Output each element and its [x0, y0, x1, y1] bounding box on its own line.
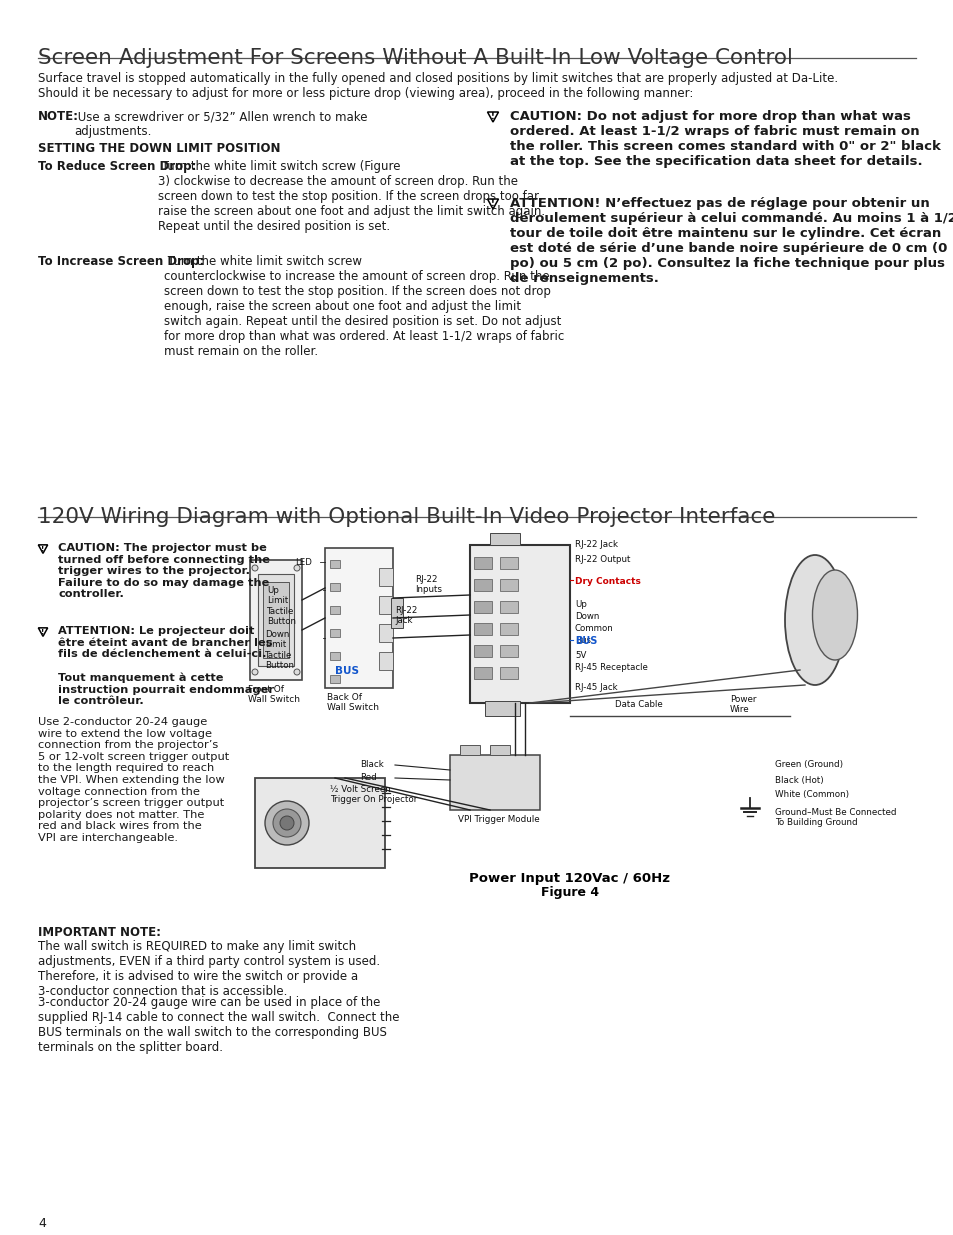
Text: Black (Hot): Black (Hot) — [774, 776, 822, 785]
Text: The wall switch is REQUIRED to make any limit switch
adjustments, EVEN if a thir: The wall switch is REQUIRED to make any … — [38, 940, 379, 998]
Bar — [490, 534, 519, 545]
Text: RJ-22
Jack: RJ-22 Jack — [395, 606, 416, 625]
Bar — [499, 601, 517, 613]
Circle shape — [280, 816, 294, 830]
Text: White (Common): White (Common) — [774, 790, 848, 799]
Text: 120V Wiring Diagram with Optional Built-In Video Projector Interface: 120V Wiring Diagram with Optional Built-… — [38, 508, 775, 527]
Bar — [330, 676, 339, 683]
Text: Power
Wire: Power Wire — [729, 695, 756, 714]
Text: 3-conductor 20-24 gauge wire can be used in place of the
supplied RJ-14 cable to: 3-conductor 20-24 gauge wire can be used… — [38, 995, 399, 1053]
Circle shape — [294, 564, 299, 571]
Bar — [330, 606, 339, 614]
Text: Black: Black — [359, 760, 383, 769]
Bar — [330, 559, 339, 568]
Text: Up
Limit
Tactile
Button: Up Limit Tactile Button — [267, 585, 295, 626]
Bar — [499, 557, 517, 569]
Bar — [378, 597, 393, 614]
Bar — [470, 545, 569, 703]
Text: ½ Volt Screen
Trigger On Projector: ½ Volt Screen Trigger On Projector — [330, 785, 416, 804]
Bar — [474, 622, 492, 635]
Bar — [330, 652, 339, 659]
Bar — [499, 645, 517, 657]
Bar — [459, 745, 479, 755]
Bar — [474, 601, 492, 613]
Text: IMPORTANT NOTE:: IMPORTANT NOTE: — [38, 926, 161, 939]
Text: RJ-22 Jack: RJ-22 Jack — [575, 540, 618, 550]
Bar — [484, 701, 519, 716]
Text: SETTING THE DOWN LIMIT POSITION: SETTING THE DOWN LIMIT POSITION — [38, 142, 280, 156]
Text: LED: LED — [294, 558, 312, 567]
Text: Figure 4: Figure 4 — [540, 885, 598, 899]
Text: !: ! — [491, 112, 495, 121]
Bar — [499, 579, 517, 592]
Text: !: ! — [41, 546, 45, 552]
Text: To Reduce Screen Drop:: To Reduce Screen Drop: — [38, 161, 196, 173]
Bar — [330, 583, 339, 592]
Text: To Increase Screen Drop:: To Increase Screen Drop: — [38, 254, 204, 268]
Bar — [474, 579, 492, 592]
Bar — [499, 622, 517, 635]
Text: Dry Contacts: Dry Contacts — [575, 577, 640, 585]
Text: !: ! — [41, 629, 45, 635]
Text: RJ-45 Jack: RJ-45 Jack — [575, 683, 617, 692]
Text: Surface travel is stopped automatically in the fully opened and closed positions: Surface travel is stopped automatically … — [38, 72, 838, 100]
Bar — [378, 652, 393, 671]
Text: Common: Common — [575, 624, 613, 634]
Bar — [257, 574, 294, 666]
Text: RJ-22
Inputs: RJ-22 Inputs — [415, 576, 441, 594]
Text: NOTE:: NOTE: — [38, 110, 79, 124]
Text: ATTENTION! N’effectuez pas de réglage pour obtenir un
déroulement supérieur à ce: ATTENTION! N’effectuez pas de réglage po… — [510, 198, 953, 285]
Text: !: ! — [491, 199, 495, 207]
Text: Ground–Must Be Connected
To Building Ground: Ground–Must Be Connected To Building Gro… — [774, 808, 896, 827]
Bar — [263, 582, 289, 658]
Circle shape — [252, 564, 257, 571]
Bar — [391, 598, 402, 629]
Text: Turn the white limit switch screw (Figure
3) clockwise to decrease the amount of: Turn the white limit switch screw (Figur… — [158, 161, 544, 233]
Text: CAUTION: The projector must be
turned off before connecting the
trigger wires to: CAUTION: The projector must be turned of… — [58, 543, 270, 599]
Text: Front Of
Wall Switch: Front Of Wall Switch — [248, 685, 299, 704]
Text: Back Of
Wall Switch: Back Of Wall Switch — [327, 693, 378, 713]
Text: RJ-45 Receptacle: RJ-45 Receptacle — [575, 663, 647, 672]
Bar — [378, 568, 393, 585]
Text: BUS: BUS — [575, 636, 597, 646]
Bar — [474, 667, 492, 679]
Text: Power Input 120Vac / 60Hz: Power Input 120Vac / 60Hz — [469, 872, 670, 885]
Circle shape — [265, 802, 309, 845]
Text: VPI Trigger Module: VPI Trigger Module — [457, 815, 539, 824]
Text: Data Cable: Data Cable — [615, 700, 662, 709]
Text: CAUTION: Do not adjust for more drop than what was
ordered. At least 1-1/2 wraps: CAUTION: Do not adjust for more drop tha… — [510, 110, 940, 168]
Ellipse shape — [812, 571, 857, 659]
Bar — [330, 629, 339, 637]
Text: 5V: 5V — [575, 651, 586, 659]
Text: BUS: BUS — [335, 666, 358, 676]
Circle shape — [252, 669, 257, 676]
Ellipse shape — [784, 555, 844, 685]
Bar — [254, 778, 385, 868]
Bar — [450, 755, 539, 810]
Text: Turn the white limit switch screw
counterclockwise to increase the amount of scr: Turn the white limit switch screw counte… — [164, 254, 563, 358]
Bar — [499, 667, 517, 679]
Text: Bus: Bus — [575, 636, 590, 645]
Text: Use 2-conductor 20-24 gauge
wire to extend the low voltage
connection from the p: Use 2-conductor 20-24 gauge wire to exte… — [38, 718, 229, 844]
Text: Screen Adjustment For Screens Without A Built-In Low Voltage Control: Screen Adjustment For Screens Without A … — [38, 48, 792, 68]
Text: Use a screwdriver or 5/32” Allen wrench to make
adjustments.: Use a screwdriver or 5/32” Allen wrench … — [74, 110, 367, 138]
Text: Down: Down — [575, 613, 598, 621]
Text: RJ-22 Output: RJ-22 Output — [575, 555, 630, 564]
Text: 4: 4 — [38, 1216, 46, 1230]
Bar — [474, 645, 492, 657]
Text: Red: Red — [359, 773, 376, 782]
Text: Down
Limit
Tactile
Button: Down Limit Tactile Button — [265, 630, 294, 671]
Bar — [325, 548, 393, 688]
Circle shape — [294, 669, 299, 676]
Bar — [378, 624, 393, 642]
Bar — [490, 745, 510, 755]
Circle shape — [273, 809, 301, 837]
Bar — [250, 559, 302, 680]
Text: ATTENTION: Le projecteur doit
être éteint avant de brancher les
fils de déclench: ATTENTION: Le projecteur doit être étein… — [58, 626, 274, 706]
Bar — [474, 557, 492, 569]
Text: Green (Ground): Green (Ground) — [774, 760, 842, 769]
Text: Up: Up — [575, 600, 586, 609]
